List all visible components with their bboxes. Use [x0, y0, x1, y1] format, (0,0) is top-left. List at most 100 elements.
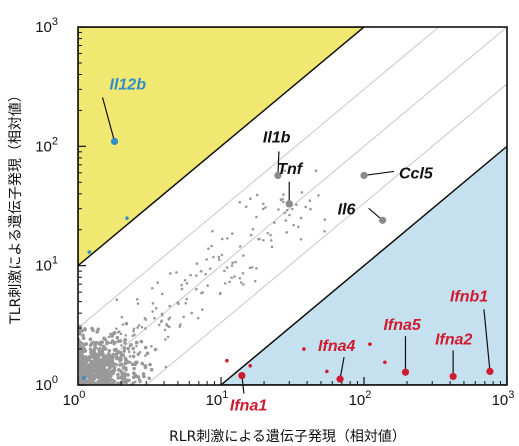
- background-point: [80, 354, 85, 358]
- background-point: [101, 372, 106, 376]
- background-point: [308, 199, 312, 203]
- y-tick-exp-0: 0: [52, 374, 58, 386]
- background-point: [309, 207, 312, 211]
- background-point: [127, 378, 131, 383]
- background-point: [116, 372, 120, 377]
- background-point: [185, 282, 189, 285]
- background-point: [140, 362, 144, 365]
- background-point: [160, 319, 163, 323]
- background-point: [108, 365, 113, 370]
- background-point: [112, 348, 117, 352]
- extra-point-5: [368, 342, 372, 346]
- extra-point-1: [225, 358, 229, 363]
- y-tick-label-2: 102: [35, 135, 58, 155]
- guide-line-1: [145, 83, 507, 385]
- label-ifna5: Ifna5: [383, 317, 421, 334]
- y-tick-base-3: 10: [35, 19, 52, 36]
- background-point: [255, 193, 259, 197]
- background-point: [284, 219, 288, 222]
- background-point: [199, 269, 203, 273]
- background-point: [304, 205, 307, 209]
- background-point: [135, 360, 139, 365]
- background-point: [144, 327, 147, 330]
- background-point: [195, 262, 199, 265]
- background-point: [143, 363, 148, 368]
- background-point: [95, 354, 100, 359]
- extra-point-4: [325, 369, 329, 374]
- background-point: [249, 197, 252, 201]
- background-point: [103, 347, 107, 350]
- background-point: [81, 336, 86, 341]
- background-point: [92, 355, 96, 359]
- background-point: [121, 353, 125, 358]
- background-point: [208, 267, 212, 270]
- leader-line-ccl5: [363, 170, 395, 177]
- background-point: [151, 302, 155, 305]
- background-point: [84, 359, 89, 364]
- background-point: [97, 348, 100, 352]
- background-point: [258, 237, 261, 241]
- y-tick-exp-3: 3: [52, 16, 58, 28]
- extra-point-8: [125, 216, 129, 220]
- background-point: [164, 365, 168, 369]
- background-point: [120, 344, 123, 347]
- extra-point-2: [248, 363, 252, 368]
- background-point: [300, 191, 304, 194]
- background-point: [195, 274, 198, 277]
- background-point: [139, 339, 144, 344]
- extra-point-3: [302, 347, 306, 351]
- background-point: [102, 336, 106, 341]
- x-axis-title: RLR刺激による遺伝子発現（相対値）: [169, 428, 406, 445]
- background-point: [99, 365, 104, 369]
- background-point: [124, 366, 128, 370]
- background-point: [128, 360, 132, 364]
- background-point: [150, 344, 153, 348]
- background-point: [119, 370, 124, 374]
- background-point: [94, 340, 98, 345]
- background-point: [175, 271, 178, 274]
- background-point: [104, 359, 109, 364]
- background-point: [87, 358, 90, 362]
- background-point: [119, 332, 123, 336]
- background-point: [165, 322, 168, 326]
- background-point: [210, 244, 213, 248]
- background-point: [314, 169, 318, 172]
- x-tick-base-2: 10: [349, 392, 366, 409]
- background-point: [212, 255, 215, 259]
- x-tick-exp-1: 1: [222, 389, 228, 401]
- background-point: [134, 340, 139, 345]
- background-point: [94, 364, 98, 368]
- background-point: [231, 261, 234, 265]
- background-point: [105, 342, 109, 346]
- y-tick-exp-2: 2: [52, 135, 58, 147]
- background-point: [291, 207, 294, 211]
- background-point: [115, 327, 118, 330]
- background-point: [248, 266, 252, 270]
- background-point: [126, 373, 130, 377]
- background-point: [133, 333, 136, 337]
- background-point: [107, 354, 110, 358]
- background-point: [273, 221, 276, 224]
- background-point: [164, 338, 167, 341]
- background-point: [102, 381, 105, 384]
- extra-point-9: [82, 375, 86, 380]
- background-point: [136, 326, 139, 329]
- background-point: [100, 353, 103, 357]
- background-point: [228, 280, 231, 284]
- background-point: [201, 291, 204, 294]
- background-point: [282, 193, 285, 196]
- background-point: [233, 275, 236, 278]
- background-point: [147, 376, 151, 381]
- background-point: [139, 380, 142, 384]
- background-point: [255, 267, 258, 270]
- background-point: [107, 348, 112, 353]
- point-ifnb1: [486, 367, 494, 376]
- background-point: [111, 331, 116, 336]
- background-point: [84, 342, 89, 346]
- background-point: [123, 341, 127, 345]
- point-il6: [379, 216, 387, 224]
- background-point: [97, 341, 101, 346]
- background-point: [131, 346, 135, 351]
- background-point: [157, 323, 161, 327]
- background-point: [120, 376, 123, 379]
